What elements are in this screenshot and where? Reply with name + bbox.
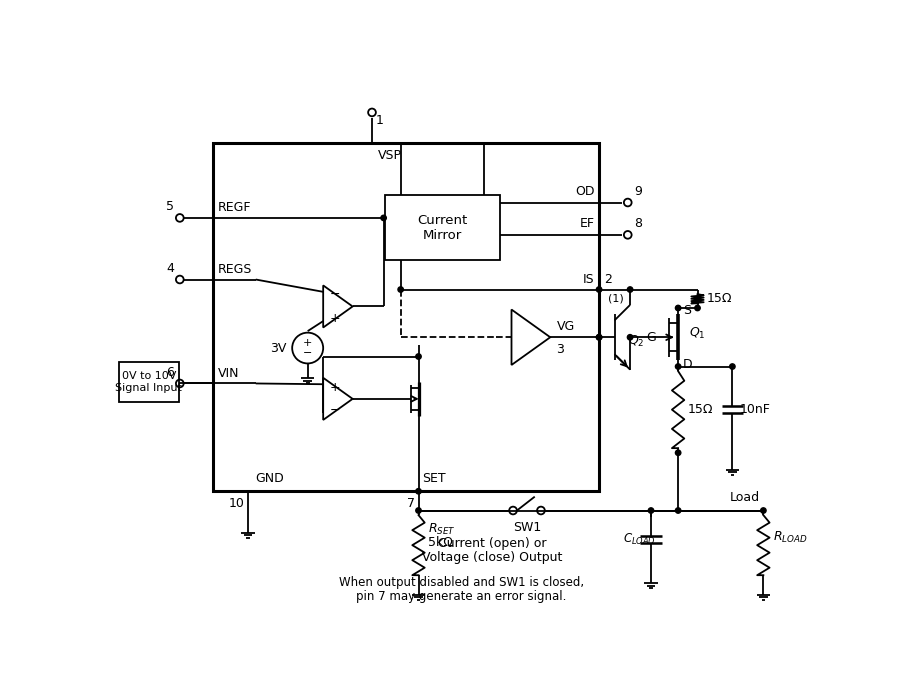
- Text: +: +: [303, 337, 312, 348]
- Text: +: +: [329, 380, 340, 394]
- Text: 7: 7: [406, 498, 414, 511]
- Text: 3V: 3V: [270, 342, 286, 355]
- Text: pin 7 may generate an error signal.: pin 7 may generate an error signal.: [356, 590, 566, 603]
- Text: $C_{LOAD}$: $C_{LOAD}$: [623, 532, 655, 547]
- Circle shape: [675, 508, 681, 514]
- Circle shape: [730, 364, 735, 369]
- Text: IS: IS: [583, 272, 594, 286]
- Circle shape: [675, 450, 681, 455]
- Circle shape: [596, 335, 601, 340]
- Text: 15Ω: 15Ω: [707, 292, 733, 305]
- Circle shape: [415, 354, 422, 359]
- Text: VSP: VSP: [378, 150, 402, 162]
- Circle shape: [648, 508, 654, 514]
- Text: REGS: REGS: [218, 263, 252, 276]
- Text: −: −: [303, 349, 312, 358]
- Text: 4: 4: [166, 262, 174, 275]
- Text: 3: 3: [556, 344, 565, 356]
- Text: D: D: [682, 358, 692, 371]
- Text: 2: 2: [604, 272, 611, 286]
- Text: +: +: [329, 312, 340, 324]
- Text: 15Ω: 15Ω: [688, 403, 713, 416]
- Circle shape: [628, 287, 633, 292]
- Text: $R_{LOAD}$: $R_{LOAD}$: [772, 530, 807, 545]
- Text: Voltage (close) Output: Voltage (close) Output: [422, 552, 562, 564]
- Text: Current
Mirror: Current Mirror: [417, 213, 467, 242]
- Circle shape: [695, 306, 700, 310]
- Text: 9: 9: [634, 185, 642, 198]
- Text: When output disabled and SW1 is closed,: When output disabled and SW1 is closed,: [339, 576, 583, 589]
- Bar: [119, 362, 179, 402]
- Circle shape: [415, 489, 422, 494]
- Circle shape: [381, 216, 387, 220]
- Text: $R_{SET}$: $R_{SET}$: [428, 523, 456, 537]
- Text: G: G: [646, 331, 656, 344]
- Text: 0V to 10V
Signal Input: 0V to 10V Signal Input: [115, 371, 182, 393]
- Text: 5: 5: [166, 200, 174, 213]
- Circle shape: [596, 335, 601, 340]
- Text: OD: OD: [575, 185, 594, 198]
- Circle shape: [628, 335, 633, 340]
- Text: 10nF: 10nF: [740, 403, 771, 416]
- Text: GND: GND: [255, 472, 284, 485]
- Circle shape: [675, 364, 681, 369]
- Bar: [385, 195, 500, 261]
- Text: VIN: VIN: [218, 367, 239, 380]
- Text: VG: VG: [556, 320, 574, 333]
- Text: S: S: [682, 304, 690, 317]
- Text: −: −: [329, 404, 340, 417]
- Text: Current (open) or: Current (open) or: [438, 538, 547, 550]
- Text: SET: SET: [423, 472, 446, 485]
- Text: $Q_2$: $Q_2$: [628, 333, 645, 349]
- Text: EF: EF: [580, 217, 594, 230]
- Circle shape: [398, 287, 404, 292]
- Circle shape: [415, 508, 422, 514]
- Circle shape: [761, 508, 766, 514]
- Text: 5kΩ: 5kΩ: [428, 536, 453, 550]
- Text: 6: 6: [166, 366, 174, 379]
- Text: −: −: [329, 288, 340, 301]
- Text: 10: 10: [228, 498, 245, 511]
- Text: SW1: SW1: [512, 521, 541, 534]
- Text: Load: Load: [729, 491, 760, 505]
- Text: (1): (1): [609, 293, 624, 304]
- Circle shape: [675, 306, 681, 310]
- Text: REGF: REGF: [218, 201, 252, 214]
- Circle shape: [596, 287, 601, 292]
- Bar: [213, 143, 599, 491]
- Text: $Q_1$: $Q_1$: [689, 326, 706, 341]
- Text: 8: 8: [634, 217, 642, 230]
- Text: 1: 1: [376, 114, 384, 127]
